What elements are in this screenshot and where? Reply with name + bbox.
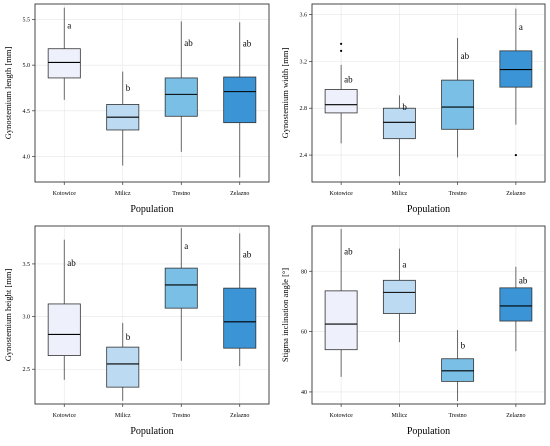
chart-panel-3: ab b a ab 2.5 3.0 3.5 Kotowice Milicz Trestno Zela… [3, 225, 270, 437]
x-axis-title: Population [130, 204, 173, 215]
box-body [382, 279, 416, 314]
box-body [324, 290, 358, 351]
plot-frame [311, 225, 546, 405]
box-body [441, 358, 475, 382]
box-zelazno: ab [499, 266, 533, 352]
x-axis-title: Population [407, 426, 450, 437]
plot-frame [311, 3, 546, 183]
y-tick-label: 5.0 [23, 63, 31, 69]
box-kotowice: ab [47, 239, 81, 380]
y-tick-label: 80 [301, 269, 307, 275]
y-tick-label: 3.2 [300, 59, 308, 65]
y-tick-label: 60 [301, 330, 307, 336]
box-kotowice: a [47, 7, 81, 100]
x-tick-label: Zelazno [506, 413, 525, 419]
box-body [223, 76, 257, 124]
y-tick-label: 3.5 [23, 262, 31, 268]
box-trestno: a [164, 228, 198, 361]
box-zelazno: ab [223, 22, 257, 178]
box-body [164, 77, 198, 117]
box-body [382, 107, 416, 140]
x-tick-label: Trestno [449, 413, 467, 419]
x-tick-label: Trestno [172, 191, 190, 197]
y-axis-title: Gynostemium height [mm] [3, 269, 13, 362]
chart-panel-2: ab b ab a 2.4 2.8 3.2 3.6 Kotowice Milicz Trestno Z… [280, 3, 546, 215]
x-tick-label: Zelazno [230, 191, 249, 197]
x-tick-label: Milicz [115, 191, 131, 197]
y-tick-label: 4.0 [23, 154, 31, 160]
y-axis-title: Stigma inclination angle [°] [280, 268, 290, 362]
group-letter: b [461, 340, 466, 350]
box-kotowice: ab [324, 229, 358, 377]
box-milicz: b [106, 322, 140, 401]
y-tick-label: 2.4 [300, 153, 308, 159]
group-letter: b [402, 102, 407, 112]
group-letter: a [402, 260, 406, 270]
plot-frame [34, 3, 270, 183]
y-axis-title: Gynostemium width [mm] [280, 48, 290, 139]
y-tick-label: 5.5 [23, 18, 31, 24]
x-tick-label: Kotowice [329, 191, 353, 197]
x-tick-label: Milicz [392, 191, 408, 197]
group-letter: a [184, 241, 188, 251]
box-body [47, 303, 81, 356]
box-milicz: a [382, 248, 416, 343]
group-letter: b [126, 83, 131, 93]
outlier-point [340, 49, 343, 52]
plot-frame [34, 225, 270, 405]
x-axis-title: Population [130, 426, 173, 437]
y-tick-label: 4.5 [23, 109, 31, 115]
box-trestno: b [441, 330, 475, 401]
box-body [324, 89, 358, 114]
box-body [499, 50, 533, 88]
x-tick-label: Milicz [392, 413, 408, 419]
box-body [441, 79, 475, 130]
x-tick-label: Kotowice [53, 191, 77, 197]
box-body [47, 48, 81, 79]
x-tick-label: Kotowice [53, 413, 77, 419]
group-letter: b [126, 332, 131, 342]
x-tick-label: Zelazno [506, 191, 525, 197]
y-tick-label: 40 [301, 390, 307, 396]
x-tick-label: Kotowice [329, 413, 353, 419]
group-letter: ab [344, 74, 353, 84]
box-trestno: ab [441, 37, 475, 158]
group-letter: a [67, 21, 71, 31]
outlier-point [340, 42, 343, 45]
y-tick-label: 2.5 [23, 367, 31, 373]
group-letter: ab [184, 38, 193, 48]
group-letter: ab [67, 258, 76, 268]
y-tick-label: 3.6 [300, 13, 308, 19]
group-letter: ab [243, 249, 252, 259]
box-body [164, 267, 198, 309]
box-zelazno: ab [223, 233, 257, 367]
x-axis-title: Population [407, 204, 450, 215]
group-letter: a [519, 22, 523, 32]
box-body [106, 346, 140, 388]
box-trestno: ab [164, 21, 198, 152]
box-zelazno: a [499, 8, 533, 157]
outlier-point [514, 153, 517, 157]
box-body [223, 287, 257, 349]
x-tick-label: Trestno [449, 191, 467, 197]
group-letter: ab [461, 51, 470, 61]
group-letter: ab [243, 38, 252, 48]
group-letter: ab [519, 275, 528, 285]
y-tick-label: 3.0 [23, 315, 31, 321]
x-tick-label: Milicz [115, 413, 131, 419]
y-tick-label: 2.8 [300, 106, 308, 112]
box-milicz: b [106, 71, 140, 166]
box-kotowice: ab [324, 42, 358, 144]
y-axis-title: Gynostemium length [mm] [3, 47, 13, 140]
box-milicz: b [382, 95, 416, 177]
x-tick-label: Trestno [172, 413, 190, 419]
group-letter: ab [344, 247, 353, 257]
x-tick-label: Zelazno [230, 413, 249, 419]
box-body [499, 287, 533, 322]
